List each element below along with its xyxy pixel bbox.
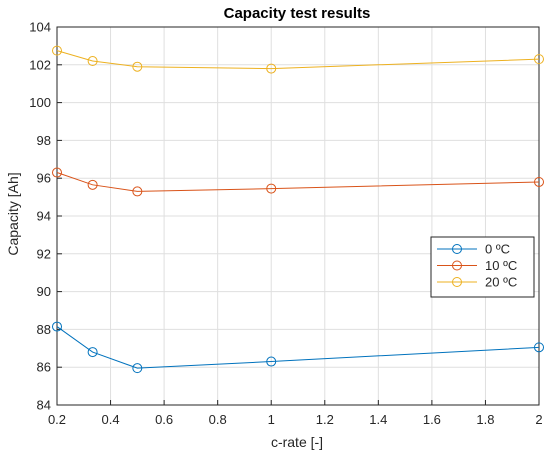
y-tick-label: 90 xyxy=(37,284,51,299)
data-point xyxy=(534,176,544,187)
data-point xyxy=(132,363,143,374)
y-tick-label: 102 xyxy=(29,57,51,72)
x-axis-label: c-rate [-] xyxy=(271,434,323,450)
y-tick-label: 84 xyxy=(37,398,51,413)
series-line-0 xyxy=(56,326,540,369)
series-line-2 xyxy=(56,50,540,70)
x-tick-label: 0.6 xyxy=(155,412,173,427)
y-tick-label: 92 xyxy=(37,246,51,261)
y-tick-label: 94 xyxy=(37,209,51,224)
x-tick-label: 1 xyxy=(268,412,275,427)
x-tick-label: 0.2 xyxy=(48,412,66,427)
data-point xyxy=(87,179,98,190)
legend-box xyxy=(430,236,535,298)
x-tick-label: 1.2 xyxy=(316,412,334,427)
legend-swatch-marker xyxy=(452,244,462,254)
data-point xyxy=(266,356,277,367)
x-tick-label: 2 xyxy=(535,412,542,427)
y-tick-label: 104 xyxy=(29,20,51,35)
y-tick-label: 88 xyxy=(37,322,51,337)
x-tick-label: 1.8 xyxy=(476,412,494,427)
data-point xyxy=(266,183,277,194)
data-point xyxy=(87,56,98,67)
x-tick-label: 1.4 xyxy=(369,412,387,427)
x-tick-label: 0.8 xyxy=(209,412,227,427)
data-point xyxy=(52,167,62,178)
legend-swatch-marker xyxy=(452,277,462,287)
data-point xyxy=(87,347,98,358)
data-point xyxy=(266,63,277,74)
y-tick-label: 96 xyxy=(37,171,51,186)
legend-label: 20 ºC xyxy=(485,275,517,290)
y-tick-label: 86 xyxy=(37,360,51,375)
data-point xyxy=(52,45,62,56)
data-point xyxy=(534,54,544,65)
data-point xyxy=(534,342,544,353)
chart-title: Capacity test results xyxy=(224,5,371,22)
x-tick-label: 0.4 xyxy=(102,412,120,427)
legend-label: 10 ºC xyxy=(485,258,517,273)
grid xyxy=(56,26,540,406)
data-point xyxy=(132,61,143,72)
legend-label: 0 ºC xyxy=(485,242,510,257)
data-point xyxy=(132,186,143,197)
axis-ticks: 0.2 0.4 0.6 0.8 1 1.2 1.4 1.6 1.8 2 84 86 88 90 92 94 96… xyxy=(29,20,542,428)
y-tick-label: 100 xyxy=(29,95,51,110)
y-axis-label: Capacity [Ah] xyxy=(5,172,21,255)
series-group xyxy=(52,45,544,374)
x-tick-label: 1.6 xyxy=(423,412,441,427)
data-point xyxy=(52,321,62,332)
series-line-1 xyxy=(56,172,540,192)
y-tick-label: 98 xyxy=(37,133,51,148)
legend-swatch-marker xyxy=(452,260,462,271)
